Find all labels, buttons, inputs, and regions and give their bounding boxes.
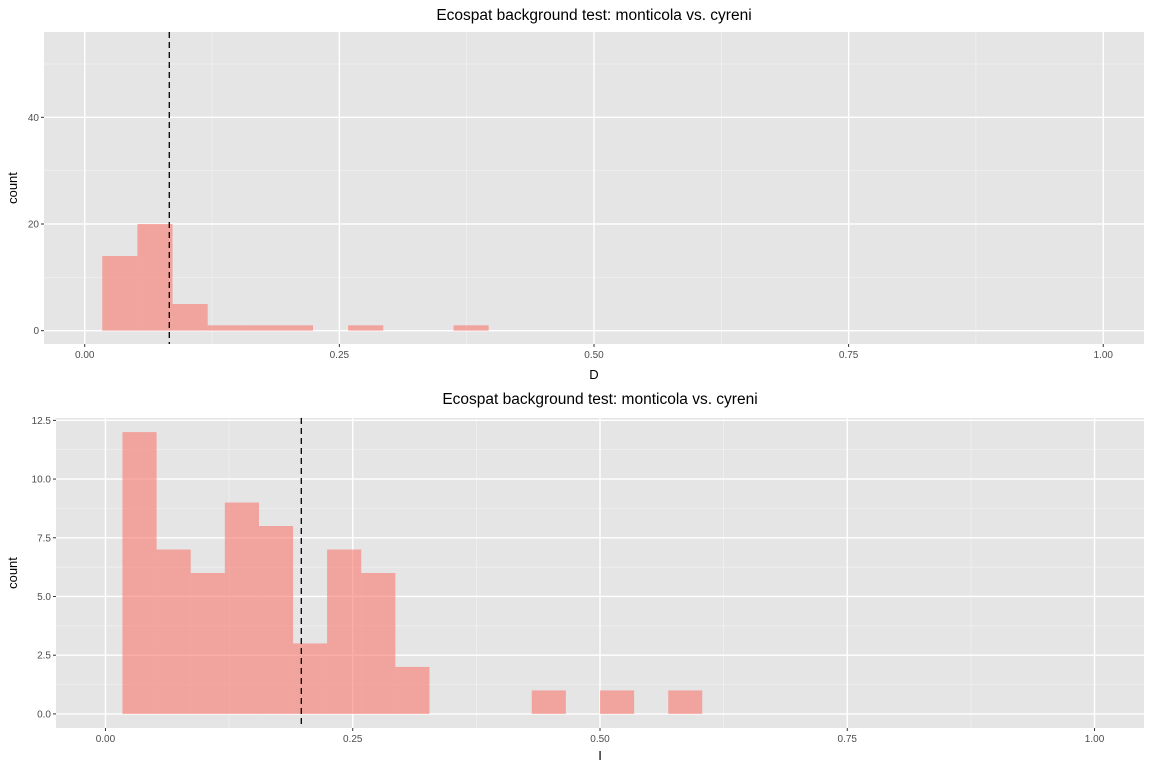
y-tick-label: 20: [28, 220, 40, 231]
x-tick-label: 0.75: [838, 734, 858, 745]
x-tick-label: 1.00: [1085, 734, 1105, 745]
histogram-bar: [172, 304, 208, 331]
histogram-bar: [102, 256, 138, 331]
y-tick-label: 2.5: [37, 651, 51, 662]
histogram-bar: [242, 325, 278, 331]
chart-panel-1: 0.00 0.25 0.50 0.75 1.00 0 20 40 Ecospat backgro…: [5, 7, 1144, 382]
y-tick-label: 0: [33, 326, 39, 337]
histogram-bar: [190, 573, 225, 714]
histogram-bar: [207, 325, 243, 331]
histogram-bar: [348, 325, 384, 331]
x-tick-label: 0.50: [590, 734, 610, 745]
y-tick-label: 10.0: [32, 475, 52, 486]
histogram-bar: [122, 432, 157, 714]
chart-title: Ecospat background test: monticola vs. c…: [442, 391, 757, 408]
histogram-bar: [293, 643, 328, 714]
x-tick-label: 0.25: [343, 734, 363, 745]
x-tick-label: 0.75: [839, 350, 859, 361]
x-axis-label: I: [598, 748, 602, 763]
histogram-bar: [453, 325, 489, 331]
histogram-bar: [361, 573, 396, 714]
x-tick-label: 1.00: [1094, 350, 1114, 361]
histogram-bar: [327, 549, 362, 714]
x-axis-label: D: [589, 367, 598, 382]
x-tick-label: 0.50: [584, 350, 604, 361]
y-tick-label: 12.5: [32, 416, 52, 427]
x-tick-label: 0.25: [330, 350, 350, 361]
y-tick-label: 0.0: [37, 709, 51, 720]
histogram-bar: [156, 549, 191, 714]
histogram-bar: [224, 502, 259, 714]
histogram-bar: [531, 690, 566, 714]
histogram-bar: [277, 325, 313, 331]
histogram-bar: [258, 526, 294, 714]
histogram-bar: [600, 690, 635, 714]
histogram-bar: [395, 666, 430, 714]
chart-title: Ecospat background test: monticola vs. c…: [436, 7, 751, 24]
histogram-bar: [137, 224, 173, 331]
x-tick-label: 0.00: [96, 734, 116, 745]
chart-panel-2: 0.00 0.25 0.50 0.75 1.00 0.0 2.5 5.0 7.5 10.0 12.5…: [5, 391, 1144, 763]
y-tick-label: 40: [28, 113, 40, 124]
y-axis-label: count: [5, 557, 20, 589]
y-tick-label: 7.5: [37, 533, 51, 544]
histogram-bar: [668, 690, 703, 714]
x-tick-label: 0.00: [75, 350, 95, 361]
y-axis-label: count: [5, 172, 20, 204]
y-tick-label: 5.0: [37, 592, 51, 603]
